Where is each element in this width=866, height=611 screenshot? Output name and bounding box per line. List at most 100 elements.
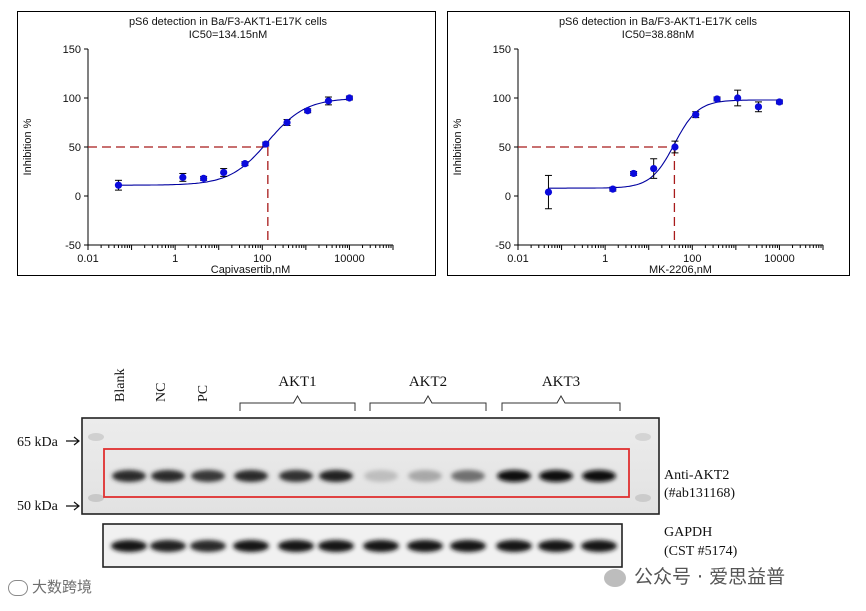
x-tick-label: 100 [253, 253, 271, 265]
gapdh-band [538, 540, 574, 552]
blot2-label-line1: GAPDH [664, 525, 712, 540]
highlight-box [103, 448, 630, 498]
y-tick-label: 150 [493, 44, 511, 56]
gapdh-band [450, 540, 486, 552]
group-label: AKT3 [542, 374, 580, 390]
data-point [179, 173, 187, 181]
gapdh-band [233, 540, 269, 552]
ladder-band [88, 433, 104, 441]
data-point [713, 95, 721, 103]
akt2-band [364, 470, 398, 482]
y-tick-label: 0 [75, 191, 81, 203]
gapdh-band [150, 540, 186, 552]
akt2-blot-membrane [81, 417, 660, 515]
y-tick-label: 100 [63, 93, 81, 105]
y-tick-label: 150 [63, 44, 81, 56]
arrow-icon [66, 436, 80, 446]
data-point [241, 160, 249, 168]
chart-panel-capivasertib: pS6 detection in Ba/F3-AKT1-E17K cells IC… [17, 11, 436, 276]
western-blot-svg: Blank NC PC AKT1 AKT2 AKT3 65 kDa 50 kDa Anti-AK… [17, 369, 738, 568]
akt2-band [319, 470, 353, 482]
lane-label: Blank [113, 369, 128, 402]
akt2-band [234, 470, 268, 482]
group-label: AKT1 [278, 374, 316, 390]
y-tick-label: -50 [495, 240, 511, 252]
watermark-logo-icon [8, 579, 28, 596]
x-tick-label: 10000 [764, 253, 795, 265]
akt2-band [279, 470, 313, 482]
group-bracket [369, 394, 487, 411]
data-point [544, 188, 553, 196]
data-point [734, 94, 742, 102]
data-point [609, 185, 617, 193]
akt2-band [151, 470, 185, 482]
akt2-band [112, 470, 146, 482]
x-tick-label: 10000 [334, 253, 365, 265]
blot1-label-line1: Anti-AKT2 [664, 468, 729, 483]
gapdh-band [111, 540, 147, 552]
data-point [671, 143, 679, 151]
data-point [283, 118, 291, 127]
blot1-label-line2: (#ab131168) [664, 486, 735, 501]
dose-response-chart-2: pS6 detection in Ba/F3-AKT1-E17K cellsIC… [452, 16, 824, 276]
data-point [200, 174, 208, 182]
x-tick-label: 1 [172, 253, 178, 265]
akt2-band [191, 470, 225, 482]
group-label: AKT2 [409, 374, 447, 390]
gapdh-band [318, 540, 354, 552]
chart-title: pS6 detection in Ba/F3-AKT1-E17K cells [559, 16, 758, 28]
gapdh-band [363, 540, 399, 552]
group-bracket [501, 394, 621, 411]
gapdh-blot-membrane [102, 523, 623, 568]
gapdh-band [190, 540, 226, 552]
marker-label-50: 50 kDa [17, 499, 59, 514]
x-tick-label: 0.01 [507, 253, 528, 265]
ladder-band [88, 494, 104, 502]
wechat-icon [604, 568, 626, 587]
gapdh-band [581, 540, 617, 552]
y-tick-label: 50 [69, 142, 81, 154]
data-point [220, 168, 228, 177]
data-point [630, 169, 638, 178]
data-point [304, 107, 312, 115]
fit-curve [548, 99, 780, 189]
dose-response-chart-1: pS6 detection in Ba/F3-AKT1-E17K cellsIC… [22, 16, 394, 276]
y-tick-label: -50 [65, 240, 81, 252]
marker-label-65: 65 kDa [17, 435, 59, 450]
akt2-band [582, 470, 616, 482]
data-point [775, 98, 784, 106]
chart-panel-mk2206: pS6 detection in Ba/F3-AKT1-E17K cells IC… [447, 11, 850, 276]
x-tick-label: 1 [602, 253, 608, 265]
y-tick-label: 0 [505, 191, 511, 203]
ladder-band [635, 433, 651, 441]
data-point [650, 164, 658, 173]
blot2-label-line2: (CST #5174) [664, 544, 738, 559]
x-axis-label: MK-2206,nM [649, 264, 712, 276]
watermark-right-text: 公众号 · 爱思益普 [634, 566, 786, 588]
ladder-band [635, 494, 651, 502]
group-bracket [239, 394, 356, 411]
western-blot-figure: Blank NC PC AKT1 AKT2 AKT3 65 kDa 50 kDa Anti-AK… [0, 350, 866, 606]
data-point [324, 97, 333, 105]
watermark-left-text: 大数跨境 [32, 578, 93, 596]
akt2-band [408, 470, 442, 482]
gapdh-band [278, 540, 314, 552]
watermark-left: 大数跨境 [8, 576, 92, 597]
x-tick-label: 100 [683, 253, 701, 265]
lane-label: NC [154, 383, 169, 402]
data-point [692, 111, 700, 119]
y-tick-label: 50 [499, 142, 511, 154]
y-axis-label: Inhibition % [452, 118, 464, 175]
chart-title: pS6 detection in Ba/F3-AKT1-E17K cells [129, 16, 328, 28]
x-axis-label: Capivasertib,nM [211, 264, 290, 276]
chart-subtitle: IC50=38.88nM [622, 29, 694, 41]
y-axis-label: Inhibition % [22, 118, 34, 175]
gapdh-band [407, 540, 443, 552]
data-point [345, 94, 354, 102]
watermark-right: 公众号 · 爱思益普 [604, 562, 785, 589]
chart-subtitle: IC50=134.15nM [189, 29, 268, 41]
akt2-band [451, 470, 485, 482]
data-point [114, 181, 123, 189]
fit-curve [118, 98, 350, 186]
data-point [262, 140, 270, 148]
